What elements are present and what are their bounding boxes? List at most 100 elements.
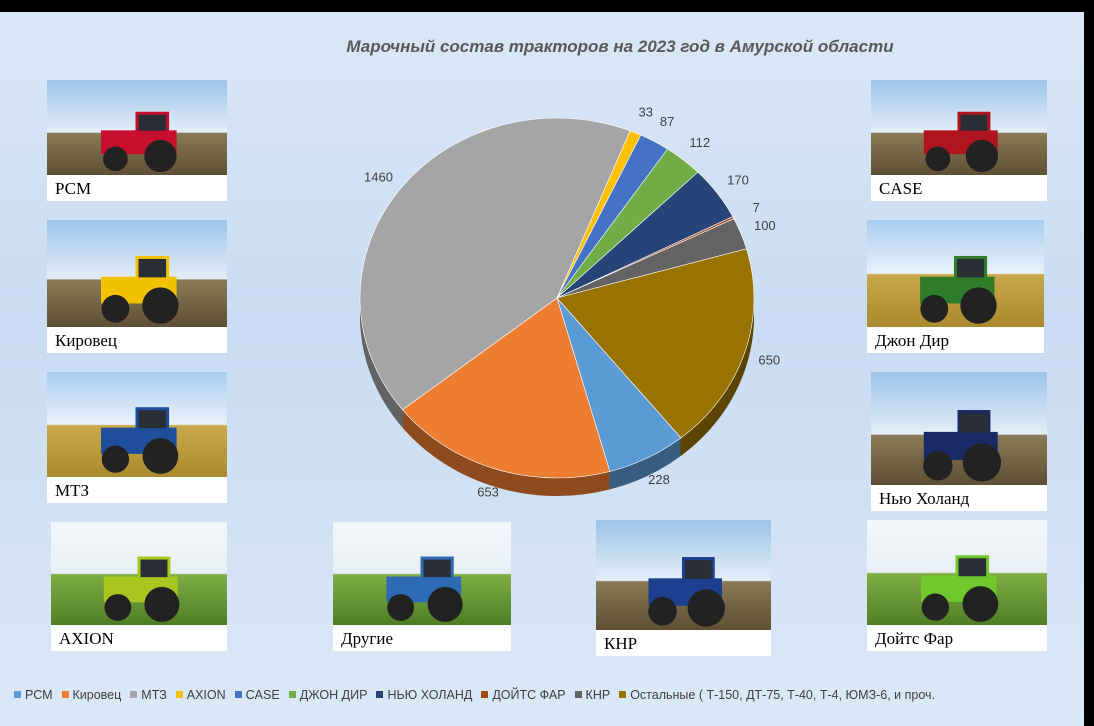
photo-caption: Джон Дир [875, 331, 949, 350]
photo-caption-box [871, 175, 1047, 201]
photo-caption-box [47, 477, 227, 503]
tractor-wheel [387, 594, 415, 621]
photo-caption: AXION [59, 629, 114, 648]
photo-caption: Дойтс Фар [875, 629, 953, 648]
tractor-wheel [142, 438, 179, 474]
legend-label: AXION [186, 688, 226, 702]
photo: КНР [596, 520, 771, 656]
tractor-cab [420, 556, 454, 581]
legend-item: Кировец [61, 688, 122, 702]
photo-caption-box [596, 630, 771, 656]
tractor-cab [135, 111, 170, 134]
photo-caption-box [867, 327, 1044, 353]
legend-swatch [61, 691, 69, 698]
legend-item: ДЖОН ДИР [288, 688, 368, 702]
legend-swatch [130, 691, 138, 698]
legend-item: ДОЙТС ФАР [481, 688, 566, 702]
pie-slice [402, 297, 611, 479]
tractor-wheel [142, 287, 179, 324]
photo: РСМ [47, 80, 227, 201]
photo-caption: Кировец [55, 331, 117, 350]
data-label: 7 [753, 200, 760, 215]
tractor-wheel [101, 294, 130, 323]
photo: CASE [871, 80, 1047, 201]
pie-slice [556, 248, 755, 439]
legend-swatch [376, 691, 384, 698]
tractor-cab [957, 111, 991, 134]
frame-right [1084, 0, 1094, 726]
photo: Нью Холанд [871, 372, 1047, 511]
photo: Джон Дир [867, 220, 1044, 353]
legend-swatch [175, 691, 183, 698]
legend-item: КНР [574, 688, 611, 702]
data-label: 228 [648, 472, 670, 487]
legend-item: МТЗ [130, 688, 167, 702]
tractor-wheel [962, 443, 1002, 482]
photo-caption-box [871, 485, 1047, 511]
tractor-wheel [923, 451, 953, 481]
legend-item: CASE [234, 688, 280, 702]
photo: МТЗ [47, 372, 227, 503]
tractor-cab [682, 557, 715, 582]
tractor-cab [135, 407, 170, 432]
legend-label: НЬЮ ХОЛАНД [387, 688, 473, 702]
photo-caption: КНР [604, 634, 637, 653]
legend: РСМ Кировец МТЗ AXION CASE ДЖОН ДИР НЬЮ ХОЛАНД… [14, 688, 1084, 702]
tractor-wheel [965, 139, 999, 173]
data-label: 87 [660, 114, 674, 129]
tractor-cab [137, 556, 171, 581]
tractor-wheel [921, 593, 950, 621]
photo-caption: CASE [879, 179, 922, 198]
tractor-cab [954, 255, 988, 281]
tractor-wheel [144, 139, 177, 173]
tractor-cab [135, 255, 170, 281]
tractor-cab [957, 410, 991, 436]
tractor-wheel [144, 586, 180, 622]
photo: Кировец [47, 220, 227, 353]
tractor-wheel [687, 589, 725, 627]
photo-caption: МТЗ [55, 481, 89, 500]
pie-slice [359, 117, 631, 411]
tractor-wheel [920, 294, 949, 323]
photo: Дойтс Фар [867, 520, 1047, 651]
tractor-wheel [427, 586, 463, 622]
legend-label: Кировец [72, 688, 122, 702]
legend-swatch [619, 691, 627, 698]
legend-label: ДОЙТС ФАР [492, 688, 566, 702]
tractor-wheel [103, 146, 128, 172]
photo-caption-box [867, 625, 1047, 651]
data-label: 170 [727, 173, 749, 188]
data-label: 653 [477, 484, 499, 499]
photo: Другие [333, 522, 511, 651]
photo-caption: Нью Холанд [879, 489, 970, 508]
tractor-wheel [962, 586, 999, 622]
tractor-wheel [925, 146, 951, 172]
chart: Марочный состав тракторов на 2023 год в … [47, 37, 1047, 656]
data-label: 650 [758, 352, 780, 367]
photo-caption-box [47, 327, 227, 353]
tractor-wheel [648, 597, 677, 626]
tractor-wheel [104, 594, 132, 621]
legend-item: Остальные ( Т-150, ДТ-75, Т-40, Т-4, ЮМЗ… [619, 688, 935, 702]
legend-item: НЬЮ ХОЛАНД [376, 688, 472, 702]
photo-caption-box [47, 175, 227, 201]
legend-label: РСМ [25, 688, 53, 702]
data-label: 112 [689, 135, 710, 150]
legend-label: Остальные ( Т-150, ДТ-75, Т-40, Т-4, ЮМЗ… [630, 688, 936, 702]
legend-label: CASE [245, 688, 280, 702]
legend-swatch [481, 691, 489, 698]
photo: AXION [51, 522, 227, 651]
legend-label: КНР [585, 688, 611, 702]
chart-title: Марочный состав тракторов на 2023 год в … [346, 37, 894, 56]
photo-caption-box [51, 625, 227, 651]
legend-swatch [234, 691, 242, 698]
tractor-wheel [960, 287, 997, 324]
photo-caption: Другие [341, 629, 393, 648]
data-label: 100 [754, 218, 776, 233]
photo-caption: РСМ [55, 179, 91, 198]
legend-swatch [14, 691, 21, 698]
legend-label: МТЗ [141, 688, 167, 702]
legend-item: РСМ [14, 688, 53, 702]
legend-label: ДЖОН ДИР [299, 688, 368, 702]
